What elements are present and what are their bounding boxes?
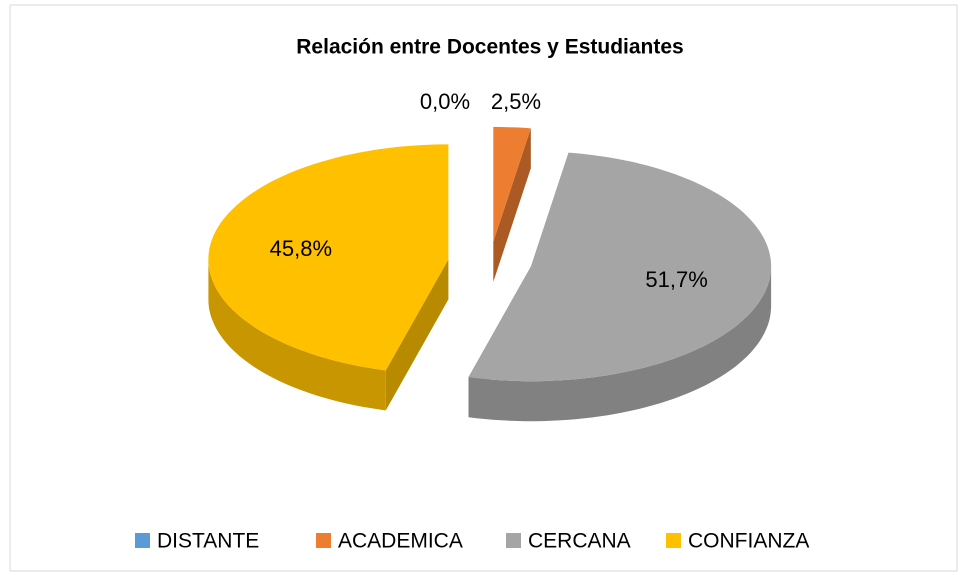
data-label: 2,5% <box>491 89 541 114</box>
legend-label: CERCANA <box>528 530 631 553</box>
chart-border <box>9 4 958 572</box>
legend-swatch <box>135 533 150 548</box>
legend-label: DISTANTE <box>157 530 259 553</box>
pie-slice <box>493 126 531 282</box>
slice-cut-face <box>385 259 449 411</box>
data-label: 45,8% <box>270 236 332 261</box>
slice-cut-face <box>493 128 531 282</box>
slice-top <box>468 152 772 382</box>
legend-swatch <box>666 533 681 548</box>
slice-top <box>208 144 449 371</box>
slice-top <box>493 126 531 242</box>
pie-slice <box>468 152 772 422</box>
pie-slice <box>208 144 449 411</box>
slice-side <box>208 259 386 411</box>
legend-label: ACADEMICA <box>338 530 463 553</box>
legend-label: CONFIANZA <box>688 530 809 553</box>
chart-title: Relación entre Docentes y Estudiantes <box>296 36 683 59</box>
legend-swatch <box>316 533 331 548</box>
legend-swatch <box>506 533 521 548</box>
slice-side <box>468 266 772 422</box>
data-label: 0,0% <box>420 89 470 114</box>
data-label: 51,7% <box>645 267 707 292</box>
